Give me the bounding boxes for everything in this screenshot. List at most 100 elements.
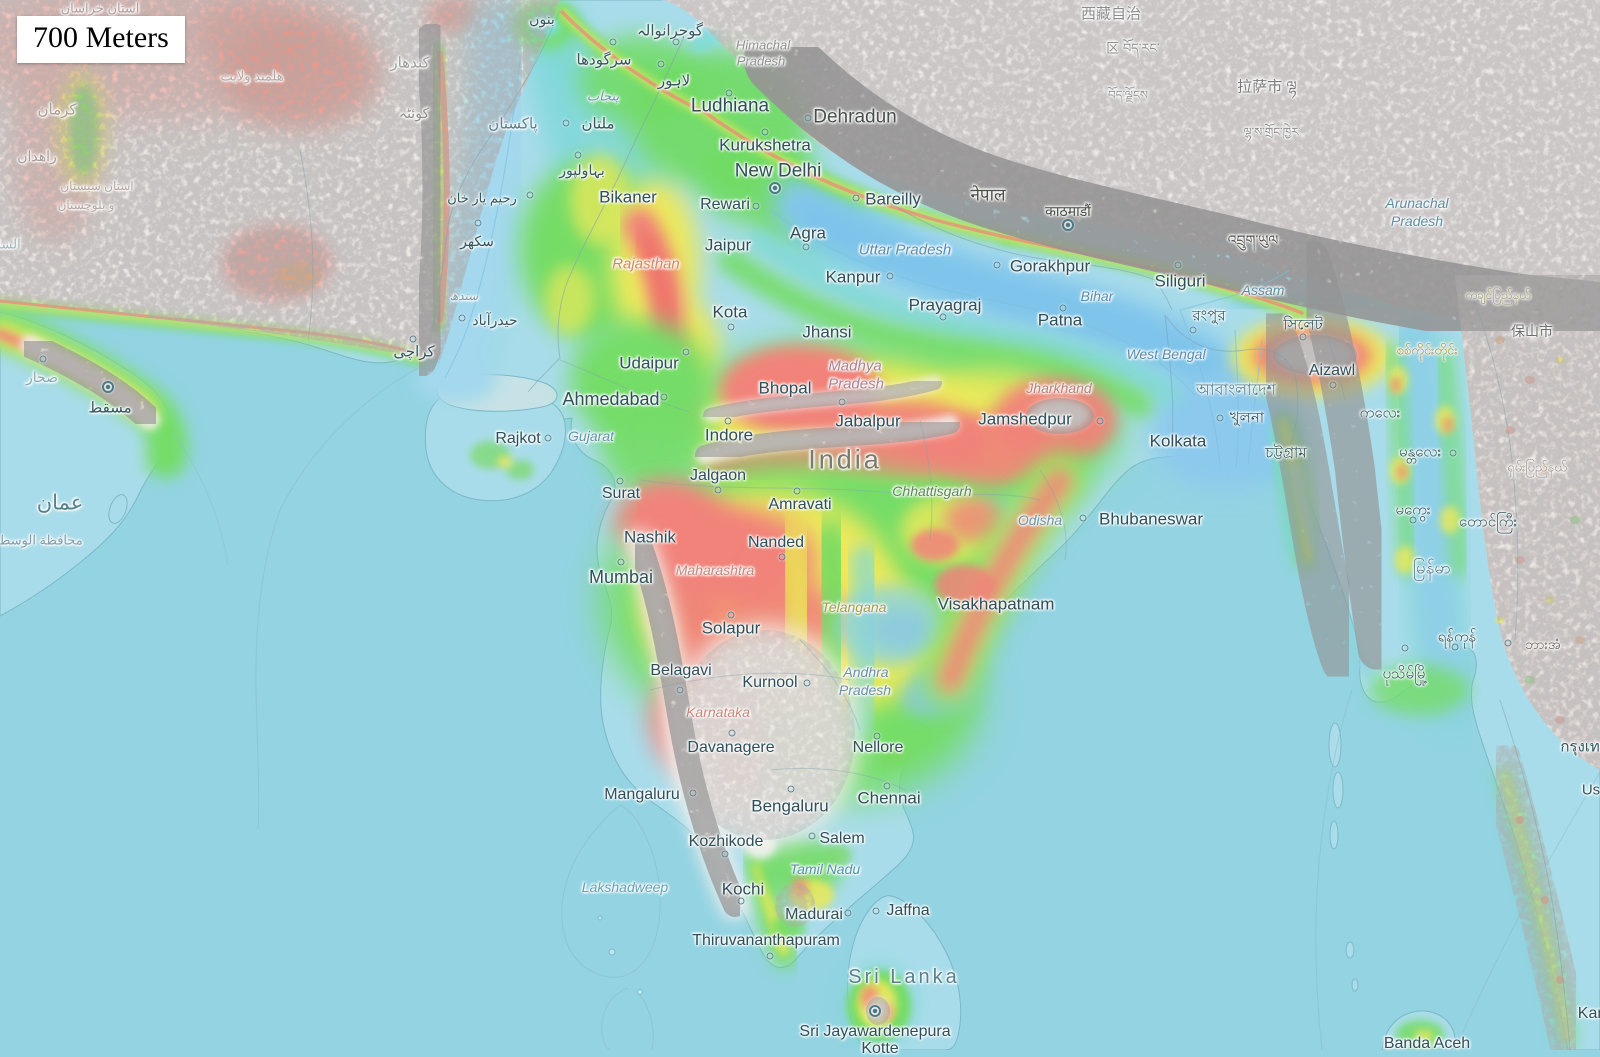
city-marker-icon [778, 553, 786, 561]
city-label: Patna [1037, 310, 1083, 330]
region-label: پنجاب [586, 88, 620, 104]
city-marker-icon [660, 393, 668, 401]
state-label: Pradesh [736, 53, 786, 69]
city-marker-icon [676, 686, 684, 694]
country-label: འབྲུག་ཡུལ [1227, 232, 1279, 248]
city-marker-icon [526, 191, 534, 199]
city-label: Nashik [624, 527, 676, 547]
city-marker-icon [766, 952, 774, 960]
city-marker-icon [39, 355, 47, 363]
city-marker-icon [474, 219, 482, 227]
city-label: حیدرآباد [472, 312, 518, 328]
state-label: Jharkhand [1026, 380, 1092, 396]
state-label: Assam [1241, 282, 1285, 298]
city-label: Dehradun [813, 106, 897, 128]
country-label: عمان [36, 491, 84, 515]
city-label: بہاولپور [559, 162, 605, 178]
city-label: Agra [790, 223, 826, 243]
city-label: Jabalpur [835, 411, 901, 431]
city-label: Rewari [700, 196, 750, 213]
city-label: Kan [1577, 1005, 1600, 1022]
city-label: Us [1581, 781, 1600, 799]
city-marker-icon [1096, 417, 1104, 425]
rivers-layer [444, 59, 1291, 469]
city-marker-icon [761, 128, 769, 136]
city-label: ရန်ကုန် [1437, 628, 1477, 646]
elevation-readout: 700 Meters [17, 16, 185, 63]
city-marker-icon [793, 487, 801, 495]
city-marker-icon [802, 243, 810, 251]
city-label: Indore [704, 425, 754, 445]
state-label: Maharashtra [675, 562, 755, 578]
region-label: စစ်ကိုင်းတိုင်း [1396, 342, 1458, 358]
state-label: Karnataka [686, 704, 750, 720]
city-marker-icon [1216, 414, 1224, 422]
city-marker-icon [852, 194, 860, 202]
city-marker-icon [458, 314, 466, 322]
city-marker-icon [672, 38, 680, 46]
city-label: မကွေး [1395, 501, 1431, 519]
city-marker-icon [883, 782, 891, 790]
city-label: کرمان [37, 101, 77, 119]
state-label: Uttar Pradesh [858, 241, 952, 259]
capital-marker-icon [1062, 219, 1074, 231]
city-label: کوئٹہ [398, 105, 430, 121]
state-label: Gujarat [568, 428, 614, 444]
city-label: Bikaner [599, 187, 657, 207]
city-label: Udaipur [619, 353, 679, 373]
city-label: সিলেট [1283, 316, 1323, 334]
city-label: سکھر [460, 233, 494, 249]
state-label: Himachal [735, 37, 791, 53]
city-label: صحار [26, 369, 58, 385]
city-label: Visakhapatnam [937, 594, 1055, 614]
city-label: Kochi [721, 879, 765, 899]
city-label: سرگودھا [576, 51, 632, 69]
country-label: আবাংলাদেশ [1196, 382, 1276, 399]
city-marker-icon [803, 679, 811, 687]
city-label: กรุงเทพ [1560, 738, 1600, 756]
city-label: Bengaluru [751, 796, 829, 816]
city-label: ကလေး [1359, 404, 1401, 422]
state-label: Tamil Nadu [789, 861, 861, 877]
country-label: Sri Lanka [848, 966, 960, 988]
region-label: བོད་ལྗོངས [1107, 88, 1149, 102]
city-marker-icon [574, 151, 582, 159]
city-marker-icon [872, 907, 880, 915]
country-label: India [808, 444, 882, 475]
city-label: Kanpur [825, 267, 881, 287]
city-label: Gorakhpur [1009, 256, 1091, 276]
city-label: Prayagraj [908, 295, 982, 315]
city-label: Kotte [861, 1040, 899, 1057]
region-label: و بلوچستان [57, 198, 115, 212]
city-marker-icon [1449, 449, 1457, 457]
city-marker-icon [657, 60, 665, 68]
city-label: زاهدان [17, 148, 57, 164]
city-marker-icon [993, 261, 1001, 269]
state-label: Telangana [821, 599, 887, 615]
city-label: Jaffna [886, 902, 930, 919]
region-label: 区 བོད་རང་ [1106, 40, 1160, 56]
city-label: ဘားအံ [1525, 636, 1561, 652]
city-label: 保山市 [1511, 323, 1553, 339]
city-marker-icon [1329, 381, 1337, 389]
state-label: Chhattisgarh [892, 483, 972, 499]
city-marker-icon [1451, 643, 1459, 651]
city-label: 拉萨市 ལྷ [1237, 78, 1297, 96]
state-label: Rajasthan [612, 255, 680, 273]
city-label: Kurukshetra [719, 135, 811, 155]
city-label: کندهار [390, 54, 430, 72]
city-label: بنوں [529, 11, 555, 27]
city-label: Rajkot [495, 430, 541, 447]
region-label: استان خراسان [60, 0, 140, 16]
capital-marker-icon [769, 182, 781, 194]
city-label: Madurai [785, 906, 843, 923]
capital-marker-icon [102, 381, 114, 393]
city-label: Davanagere [687, 739, 775, 756]
city-marker-icon [544, 434, 552, 442]
city-marker-icon [838, 398, 846, 406]
city-marker-icon [1079, 514, 1087, 522]
city-marker-icon [721, 850, 729, 858]
